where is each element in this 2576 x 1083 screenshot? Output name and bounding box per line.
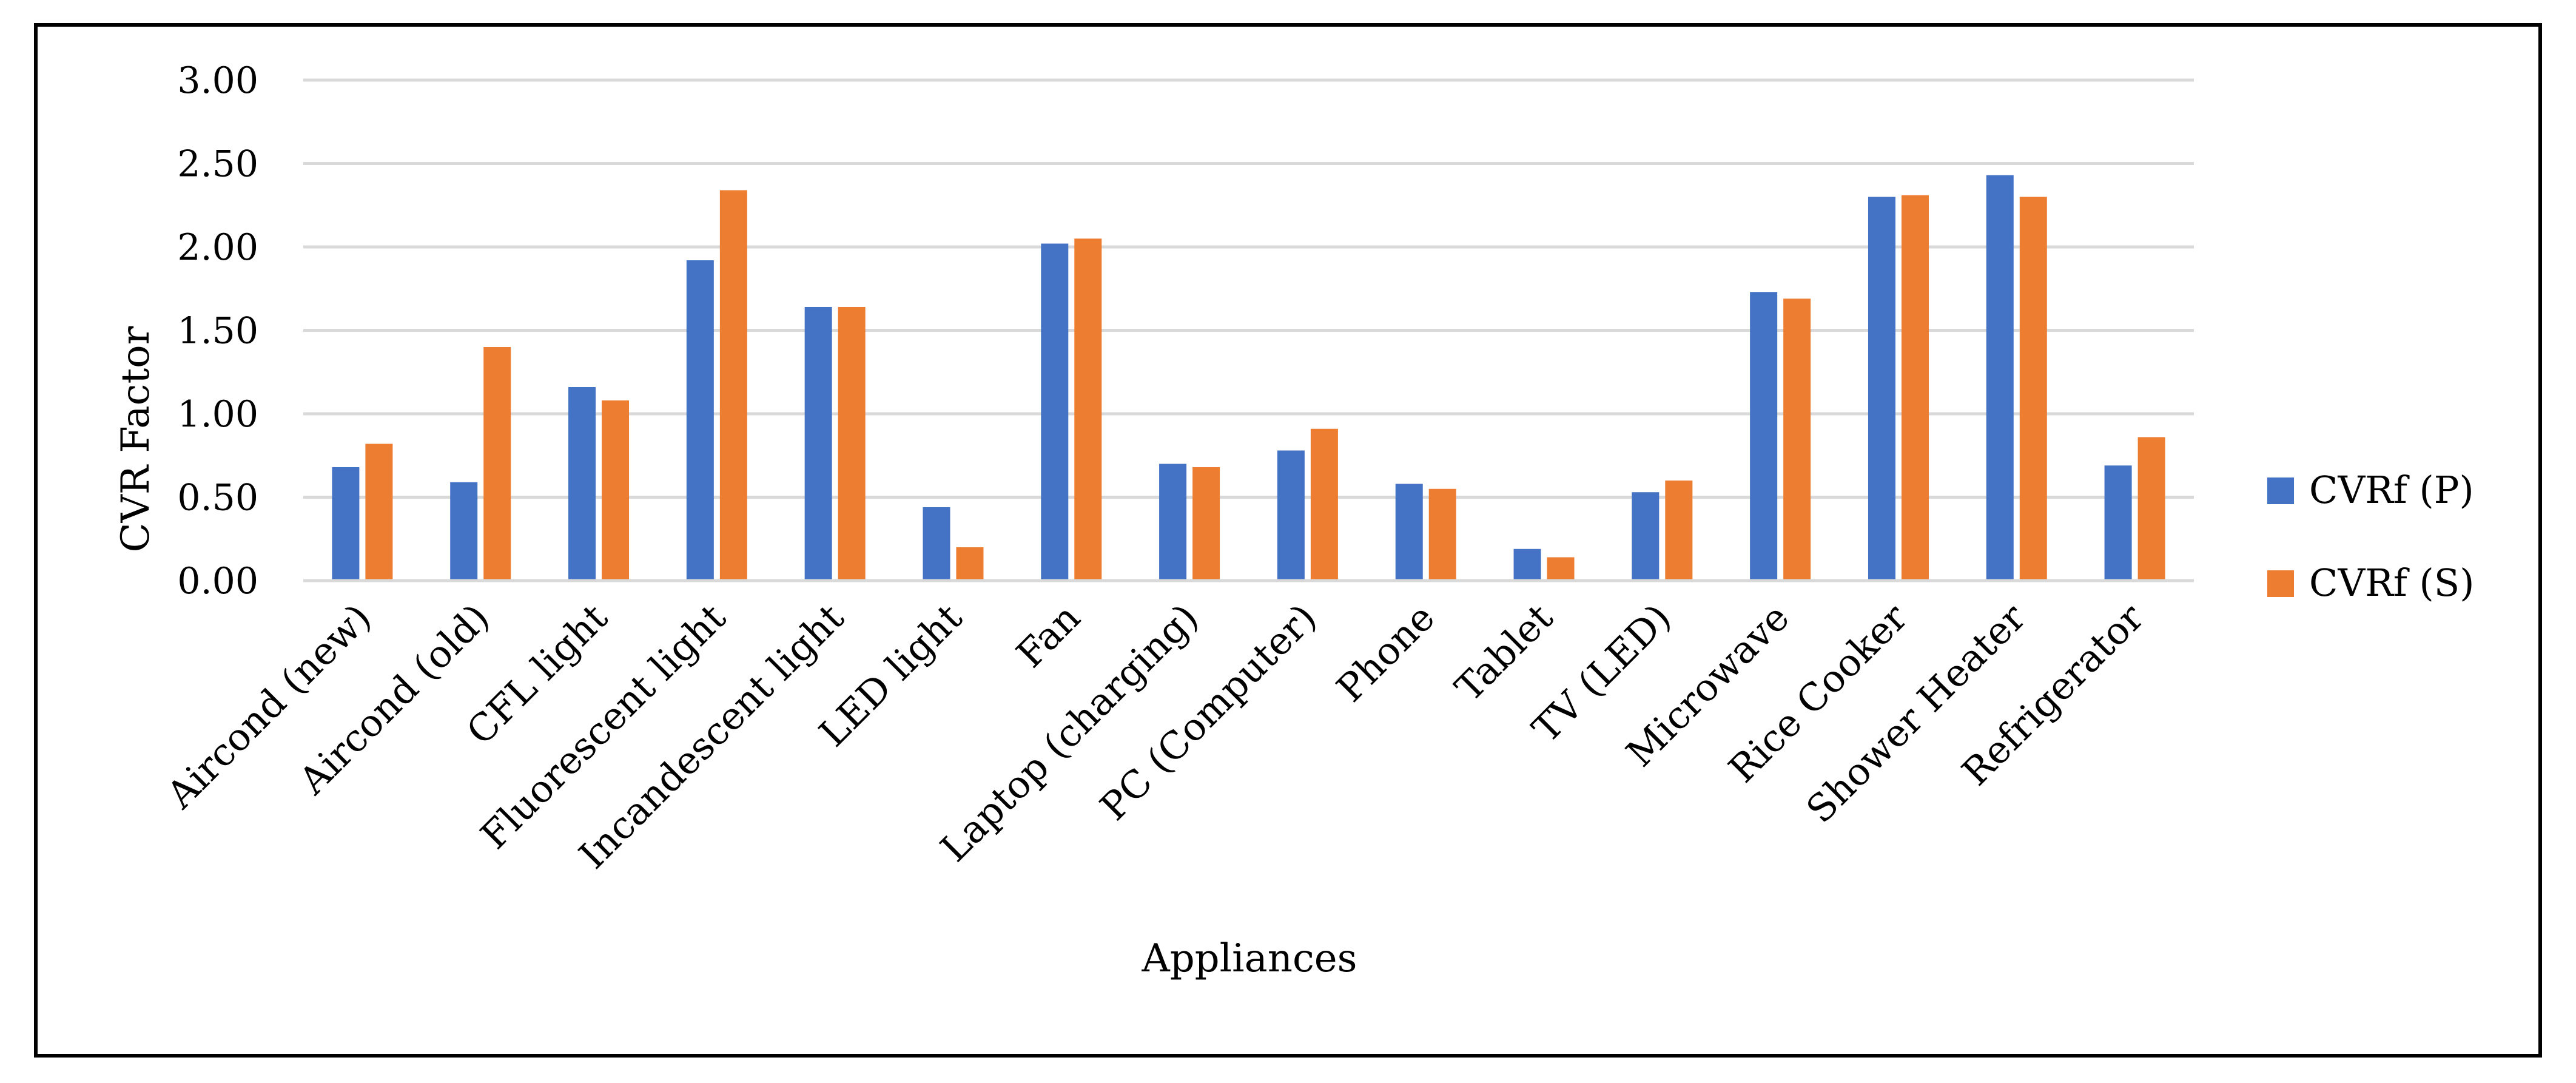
- bar-s: [956, 547, 984, 581]
- chart-frame: 0.00 0.50 1.00 1.50 2.00 2.50 3.00 Aircond (ne…: [34, 23, 2542, 1058]
- bar-p: [1750, 292, 1778, 581]
- y-tick-label: 0.00: [177, 560, 258, 602]
- y-axis-title: CVR Factor: [113, 326, 158, 552]
- bars: [332, 175, 2165, 581]
- legend-swatch: [2267, 570, 2294, 597]
- y-tick-label: 1.00: [177, 393, 258, 436]
- bar-s: [1901, 195, 1929, 581]
- x-tick-label: Tablet: [1447, 595, 1561, 710]
- chart-canvas: 0.00 0.50 1.00 1.50 2.00 2.50 3.00 Aircond (ne…: [113, 59, 2474, 981]
- bar-p: [1632, 492, 1660, 581]
- bar-s: [1192, 467, 1220, 581]
- bar-s: [1428, 488, 1456, 581]
- bar-p: [804, 307, 832, 581]
- y-tick-label: 2.00: [177, 226, 258, 269]
- bar-s: [2137, 437, 2165, 581]
- y-tick-label: 0.50: [177, 477, 258, 519]
- bar-s: [1310, 428, 1338, 581]
- bar-s: [2019, 197, 2047, 581]
- x-tick-label: Fan: [1007, 595, 1088, 676]
- y-tick-label: 1.50: [177, 310, 258, 353]
- bar-p: [1868, 197, 1895, 581]
- x-tick-label: PC (Computer): [1091, 595, 1325, 829]
- x-axis-title: Appliances: [1141, 936, 1357, 981]
- x-tick-label: Aircond (new): [158, 595, 380, 817]
- bar-s: [365, 444, 393, 581]
- bar-s: [1547, 557, 1575, 581]
- bar-s: [1783, 299, 1811, 581]
- bar-p: [1513, 548, 1541, 581]
- bar-p: [450, 482, 478, 581]
- bar-p: [923, 507, 950, 581]
- bar-p: [1986, 175, 2014, 581]
- legend: CVRf (P) CVRf (S): [2267, 468, 2474, 605]
- bar-s: [838, 307, 866, 581]
- x-axis-ticks: Aircond (new)Aircond (old)CFL lightFluor…: [158, 595, 2152, 877]
- bar-s: [719, 190, 747, 581]
- bar-s: [1665, 481, 1693, 581]
- y-tick-label: 2.50: [177, 143, 258, 186]
- bar-s: [602, 400, 630, 581]
- y-axis-ticks: 0.00 0.50 1.00 1.50 2.00 2.50 3.00: [177, 59, 258, 602]
- legend-swatch: [2267, 477, 2294, 504]
- bar-p: [2104, 465, 2132, 581]
- bar-p: [686, 260, 714, 581]
- bar-s: [483, 347, 511, 581]
- legend-label: CVRf (P): [2309, 468, 2474, 512]
- legend-label: CVRf (S): [2309, 561, 2474, 605]
- bar-p: [332, 467, 360, 581]
- bar-p: [1159, 464, 1187, 581]
- x-tick-label: Shower Heater: [1798, 595, 2034, 832]
- bar-p: [1395, 484, 1423, 581]
- y-tick-label: 3.00: [177, 59, 258, 102]
- bar-p: [1041, 243, 1069, 581]
- bar-p: [568, 387, 596, 581]
- bar-p: [1277, 450, 1305, 581]
- bar-s: [1074, 238, 1102, 581]
- x-tick-label: Phone: [1328, 595, 1443, 710]
